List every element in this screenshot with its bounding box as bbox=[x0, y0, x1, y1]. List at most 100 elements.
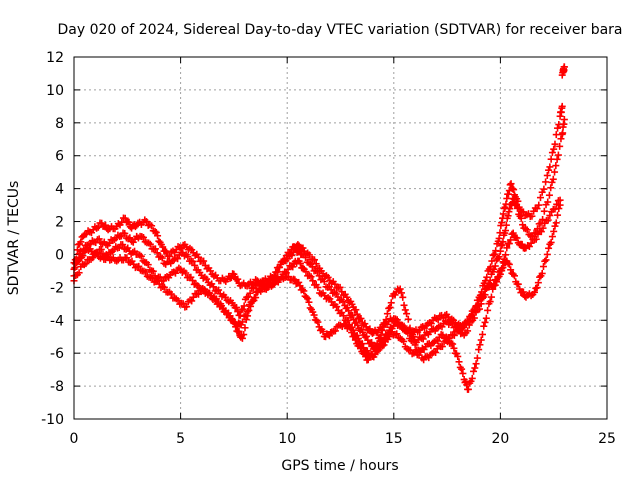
data-point-track-d bbox=[135, 262, 143, 270]
data-point-track-b bbox=[184, 253, 192, 261]
data-point-track-d bbox=[551, 222, 559, 230]
data-point-track-b bbox=[506, 205, 514, 213]
data-point-track-d bbox=[183, 303, 191, 311]
data-point-track-d bbox=[142, 268, 150, 276]
data-point-track-d bbox=[269, 280, 277, 288]
x-tick-label: 20 bbox=[491, 431, 509, 447]
data-point-track-d bbox=[397, 289, 405, 297]
data-point-track-a bbox=[195, 253, 203, 261]
data-point-track-b bbox=[549, 175, 557, 183]
data-point-track-d bbox=[371, 344, 379, 352]
data-point-track-d bbox=[445, 334, 453, 342]
data-point-track-d bbox=[350, 332, 358, 340]
data-point-track-d bbox=[499, 264, 507, 272]
data-point-track-d bbox=[229, 316, 237, 324]
data-point-track-d bbox=[82, 260, 90, 268]
data-point-track-b bbox=[392, 318, 400, 326]
data-point-track-d bbox=[224, 310, 232, 318]
data-point-track-d bbox=[377, 331, 385, 339]
data-point-track-d bbox=[416, 348, 424, 356]
data-point-track-d bbox=[300, 287, 308, 295]
data-point-track-a bbox=[152, 228, 160, 236]
data-point-track-b bbox=[517, 214, 525, 222]
data-point-track-d bbox=[304, 295, 312, 303]
data-point-track-c bbox=[518, 240, 526, 248]
plot-frame bbox=[73, 56, 608, 420]
data-point-track-a bbox=[77, 238, 85, 246]
y-tick-label: -2 bbox=[50, 280, 64, 296]
data-point-track-a bbox=[489, 251, 497, 259]
data-point-track-a bbox=[540, 185, 548, 193]
data-point-track-a bbox=[542, 178, 550, 186]
data-point-track-d bbox=[319, 328, 327, 336]
data-point-track-d bbox=[473, 302, 481, 310]
data-point-track-c bbox=[449, 340, 457, 348]
data-point-track-b bbox=[553, 155, 561, 163]
data-point-track-d bbox=[519, 288, 527, 296]
data-point-track-a bbox=[357, 315, 365, 323]
data-point-track-a bbox=[558, 102, 566, 110]
data-point-track-b bbox=[239, 305, 247, 313]
data-point-track-a bbox=[536, 194, 544, 202]
data-point-track-d bbox=[250, 294, 258, 302]
data-point-track-c bbox=[458, 365, 466, 373]
data-point-track-b bbox=[232, 303, 240, 311]
data-point-track-d bbox=[450, 331, 458, 339]
data-point-track-c bbox=[393, 330, 401, 338]
data-point-track-d bbox=[507, 266, 515, 274]
data-point-track-b bbox=[554, 151, 562, 159]
data-point-track-a bbox=[551, 140, 559, 148]
data-point-track-c bbox=[473, 354, 481, 362]
data-point-track-a bbox=[548, 149, 556, 157]
data-point-track-a bbox=[503, 195, 511, 203]
data-point-track-c bbox=[149, 267, 157, 275]
y-tick-label: 4 bbox=[55, 182, 64, 198]
data-point-track-c bbox=[454, 352, 462, 360]
data-point-track-a bbox=[533, 205, 541, 213]
data-point-track-a bbox=[125, 218, 133, 226]
data-point-track-d bbox=[188, 297, 196, 305]
data-point-track-c bbox=[385, 333, 393, 341]
data-point-track-c bbox=[459, 369, 467, 377]
y-tick-label: -6 bbox=[50, 346, 64, 362]
data-point-track-b bbox=[502, 227, 510, 235]
data-point-track-c bbox=[400, 337, 408, 345]
data-point-track-d bbox=[381, 319, 389, 327]
data-point-track-d bbox=[351, 336, 359, 344]
x-tick-label: 15 bbox=[385, 431, 403, 447]
data-point-track-d bbox=[296, 282, 304, 290]
data-point-track-d bbox=[541, 257, 549, 265]
data-point-track-a bbox=[554, 124, 562, 132]
data-point-track-c bbox=[477, 336, 485, 344]
data-point-track-a bbox=[510, 186, 518, 194]
data-point-track-b bbox=[174, 255, 182, 263]
data-point-track-d bbox=[372, 343, 380, 351]
x-axis-label: GPS time / hours bbox=[281, 458, 398, 474]
data-point-track-c bbox=[240, 331, 248, 339]
data-point-track-a bbox=[543, 171, 551, 179]
data-point-track-d bbox=[305, 298, 313, 306]
data-point-track-b bbox=[153, 249, 161, 257]
data-point-track-c bbox=[289, 263, 297, 271]
data-point-track-d bbox=[542, 256, 550, 264]
data-point-track-d bbox=[409, 333, 417, 341]
data-point-track-d bbox=[75, 269, 83, 277]
data-point-track-b bbox=[560, 116, 568, 124]
data-point-track-b bbox=[272, 268, 280, 276]
data-point-track-c bbox=[339, 312, 347, 320]
data-point-track-c bbox=[503, 244, 511, 252]
data-point-track-d bbox=[404, 315, 412, 323]
data-point-track-b bbox=[339, 298, 347, 306]
data-point-track-a bbox=[361, 320, 369, 328]
data-point-track-c bbox=[455, 358, 463, 366]
data-point-track-d bbox=[550, 227, 558, 235]
data-point-track-d bbox=[167, 290, 175, 298]
data-point-track-b bbox=[419, 335, 427, 343]
x-tick-label: 5 bbox=[176, 431, 185, 447]
chart-title: Day 020 of 2024, Sidereal Day-to-day VTE… bbox=[57, 22, 622, 38]
data-point-track-c bbox=[238, 334, 246, 342]
data-point-track-d bbox=[457, 325, 465, 333]
data-point-track-d bbox=[403, 310, 411, 318]
data-point-track-c bbox=[241, 324, 249, 332]
